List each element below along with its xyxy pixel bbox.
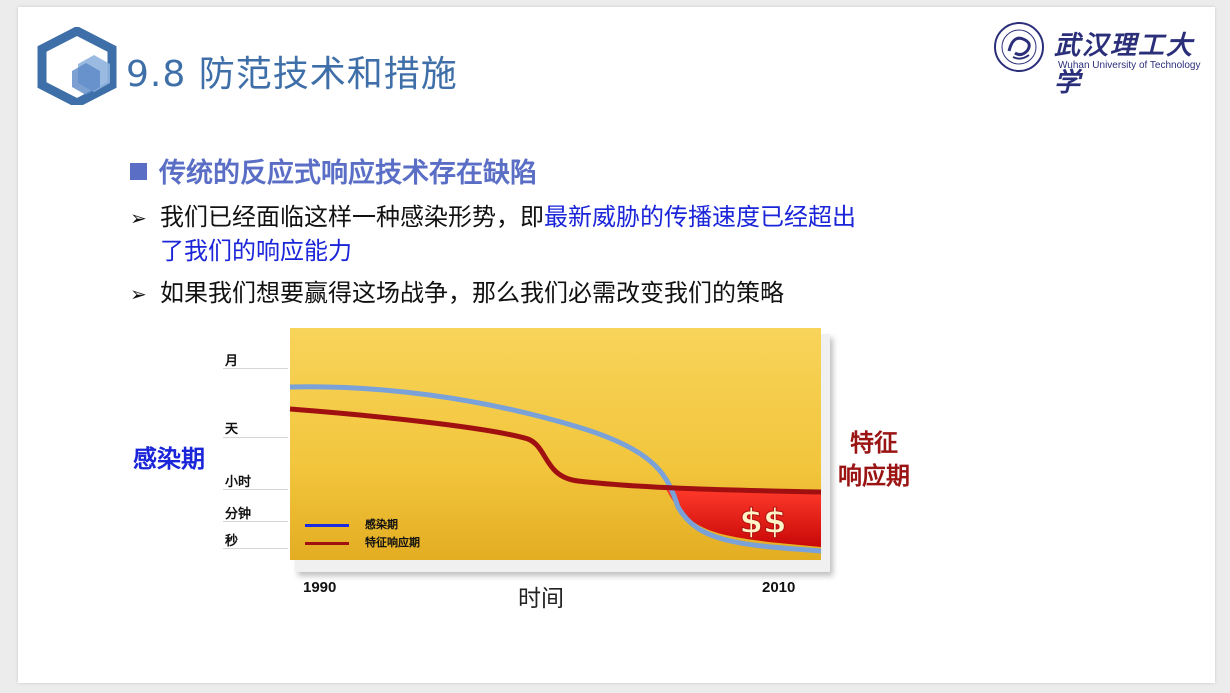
x-tick-2010: 2010 <box>762 579 796 596</box>
legend-label-infection: 感染期 <box>365 518 398 531</box>
y-tick-line <box>223 368 288 369</box>
university-name-en: Wuhan University of Technology <box>1058 60 1201 71</box>
square-bullet-icon <box>130 163 147 180</box>
y-axis-label-infection: 感染期 <box>133 445 205 473</box>
y-tick-day: 天 <box>225 422 239 437</box>
y-tick-line <box>223 437 288 438</box>
infection-series-line <box>289 384 822 554</box>
y-tick-hour: 小时 <box>225 475 252 490</box>
response-series-line <box>289 406 822 495</box>
bullet-1-highlight: 最新威胁的传播速度已经超出 <box>544 203 856 231</box>
y-axis-label-response-line1: 特征 <box>850 429 898 457</box>
y-tick-line <box>223 548 288 549</box>
legend-swatch-response <box>305 541 349 545</box>
y-tick-line <box>223 521 288 522</box>
arrow-bullet-icon: ➢ <box>130 282 147 306</box>
y-tick-second: 秒 <box>225 534 239 549</box>
legend-item-response: 特征响应期 <box>305 534 420 550</box>
slide: 9.8 防范技术和措施 武汉理工大学 Wuhan University of T… <box>18 7 1215 683</box>
legend-swatch-infection <box>305 523 349 527</box>
danger-zone-area <box>666 489 821 547</box>
y-tick-month: 月 <box>225 354 239 369</box>
university-name-cn: 武汉理工大学 <box>1054 31 1195 98</box>
arrow-bullet-icon: ➢ <box>130 206 147 230</box>
y-axis-label-response-line2: 响应期 <box>838 462 910 490</box>
legend-label-response: 特征响应期 <box>365 536 420 549</box>
bullet-2-text: 如果我们想要赢得这场战争，那么我们必需改变我们的策略 <box>160 279 784 307</box>
university-seal-icon <box>994 22 1044 72</box>
hexagon-logo-icon <box>37 27 117 105</box>
legend-item-infection: 感染期 <box>305 516 398 532</box>
y-tick-minute: 分钟 <box>225 507 252 522</box>
y-tick-line <box>223 489 288 490</box>
bullet-1-highlight-line2: 了我们的响应能力 <box>160 237 352 265</box>
bullet-item-2: ➢ 如果我们想要赢得这场战争，那么我们必需改变我们的策略 <box>130 277 784 311</box>
bullet-item-1: ➢ 我们已经面临这样一种感染形势，即最新威胁的传播速度已经超出 了我们的响应能力 <box>130 201 990 268</box>
heading-text: 传统的反应式响应技术存在缺陷 <box>159 158 537 189</box>
y-axis-label-response: 特征 响应期 <box>838 427 910 493</box>
bullet-1-text: 我们已经面临这样一种感染形势，即 <box>160 203 544 231</box>
dollar-annotation: $$ <box>739 502 786 542</box>
threat-response-chart: $$ <box>289 328 830 572</box>
slide-title: 9.8 防范技术和措施 <box>126 54 458 95</box>
x-tick-1990: 1990 <box>303 579 337 596</box>
x-axis-label: 时间 <box>518 586 564 612</box>
section-heading: 传统的反应式响应技术存在缺陷 <box>130 151 537 190</box>
